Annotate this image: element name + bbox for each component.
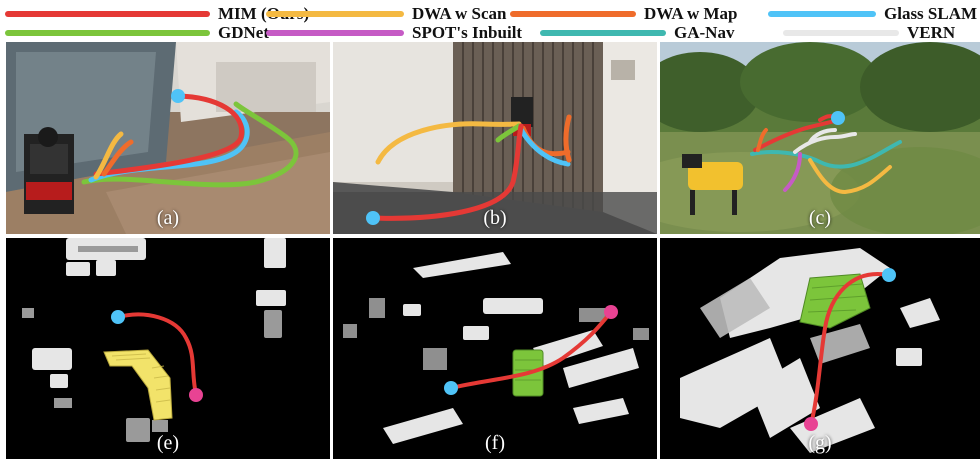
legend-label-ga-nav: GA-Nav: [674, 23, 735, 42]
panel-b: (b): [333, 42, 657, 234]
panel-c-scene: [660, 42, 980, 234]
legend-label-glass-slam: Glass SLAM: [884, 4, 978, 23]
panel-c-trajectories: [750, 111, 902, 195]
legend-item-dwa-map: DWA w Map: [510, 4, 738, 24]
legend-label-dwa-map: DWA w Map: [644, 4, 738, 23]
legend-item-spot: SPOT's Inbuilt: [266, 23, 522, 43]
panel-a-scene: [6, 42, 330, 234]
legend-item-gdnet: GDNet: [5, 23, 269, 43]
panel-b-label: (b): [483, 207, 507, 229]
panel-f-label: (f): [485, 432, 505, 454]
panel-e: (e): [6, 238, 330, 459]
legend-item-glass-slam: Glass SLAM: [768, 4, 977, 24]
legend-line-gdnet: [5, 30, 210, 36]
panel-b-trajectories: [366, 114, 572, 225]
panel-a-trajectories: [81, 89, 299, 188]
legend-item-dwa-scan: DWA w Scan: [266, 4, 506, 24]
legend-line-dwa-map: [510, 11, 636, 17]
legend-line-mim: [5, 11, 210, 17]
legend-label-vern: VERN: [907, 23, 956, 42]
legend-line-ga-nav: [540, 30, 666, 36]
legend-label-spot: SPOT's Inbuilt: [412, 23, 523, 42]
legend-label-gdnet: GDNet: [218, 23, 269, 42]
panel-a: (a): [6, 42, 330, 234]
legend-line-glass-slam: [768, 11, 876, 17]
panel-g-label: (g): [808, 432, 832, 454]
legend-label-mim: MIM (Ours): [218, 4, 310, 23]
panel-g-map: [660, 238, 980, 459]
panel-g: (g): [660, 238, 980, 459]
panel-e-map: [6, 238, 330, 459]
panel-c-label: (c): [808, 207, 832, 229]
panel-a-label: (a): [156, 207, 180, 229]
legend-item-ga-nav: GA-Nav: [540, 23, 734, 43]
legend-item-vern: VERN: [783, 23, 955, 43]
legend-line-spot: [266, 30, 404, 36]
panel-c: (c): [660, 42, 980, 234]
legend-line-dwa-scan: [266, 11, 404, 17]
panel-e-label: (e): [156, 432, 180, 454]
panel-f-map: [333, 238, 657, 459]
panel-f: (f): [333, 238, 657, 459]
legend-line-vern: [783, 30, 899, 36]
legend: MIM (Ours) DWA w Scan DWA w Map Glass SL…: [0, 0, 980, 42]
legend-item-mim: MIM (Ours): [5, 4, 309, 24]
legend-label-dwa-scan: DWA w Scan: [412, 4, 507, 23]
